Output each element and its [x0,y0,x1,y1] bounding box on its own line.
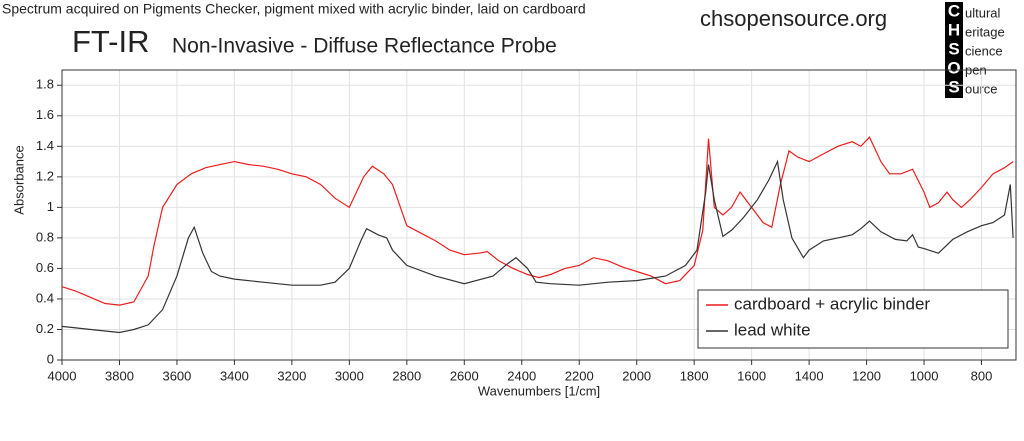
x-tick-label: 3800 [105,368,134,383]
logo-letter: S [948,39,959,58]
series-line [61,136,1014,306]
series-line [61,159,1014,334]
x-tick-label: 2800 [392,368,421,383]
logo-bar [945,2,963,98]
x-tick-label: 1600 [737,368,766,383]
plot-frame [61,69,1017,361]
y-tick-label: 0 [47,351,54,366]
x-tick-label: 3600 [162,368,191,383]
x-tick-label: 3400 [220,368,249,383]
x-tick-label: 2200 [565,368,594,383]
x-axis-label: Wavenumbers [1/cm] [478,383,600,398]
y-tick-label: 1 [47,199,54,214]
y-tick-label: 0.2 [36,321,54,336]
source: chsopensource.org [700,6,887,31]
logo-word: cience [965,43,1003,58]
y-tick-label: 1.4 [36,138,54,153]
x-tick-label: 800 [971,368,993,383]
logo-word: ultural [965,5,1001,20]
logo-word: eritage [965,24,1005,39]
legend-label: cardboard + acrylic binder [734,294,930,313]
legend-label: lead white [734,320,811,339]
y-tick-label: 1.2 [36,168,54,183]
y-axis-label: Absorbance [11,145,26,214]
chart-subtitle: Non-Invasive - Diffuse Reflectance Probe [172,35,557,58]
caption: Spectrum acquired on Pigments Checker, p… [2,1,586,17]
y-tick-label: 0.8 [36,229,54,244]
x-tick-label: 1400 [795,368,824,383]
logo-letter: H [948,20,960,39]
x-tick-label: 2000 [622,368,651,383]
x-tick-label: 2600 [450,368,479,383]
logo-letter: O [947,58,960,77]
chart-title: FT-IR [72,24,150,59]
y-tick-label: 1.6 [36,107,54,122]
x-tick-label: 1200 [852,368,881,383]
logo-letter: C [948,1,960,20]
x-tick-label: 4000 [48,368,77,383]
x-tick-label: 3000 [335,368,364,383]
logo-letter: S [948,77,959,96]
x-tick-label: 2400 [507,368,536,383]
x-tick-label: 1000 [910,368,939,383]
y-tick-label: 0.6 [36,260,54,275]
y-tick-label: 1.8 [36,77,54,92]
x-tick-label: 1800 [680,368,709,383]
legend-box [697,289,1009,349]
y-tick-label: 0.4 [36,290,54,305]
x-tick-label: 3200 [277,368,306,383]
